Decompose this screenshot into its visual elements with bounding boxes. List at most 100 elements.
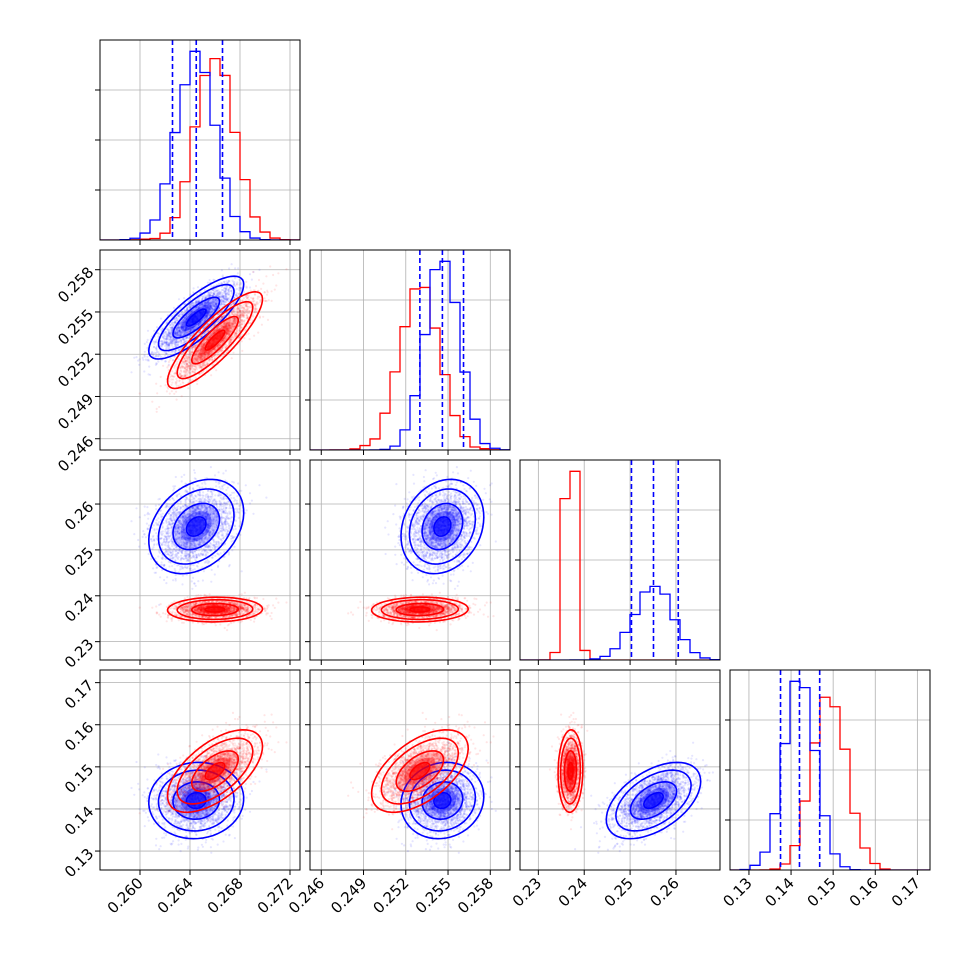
scatter-point (252, 297, 255, 300)
scatter-point (231, 279, 234, 282)
scatter-point (159, 375, 162, 378)
scatter-point (169, 335, 172, 338)
scatter-point (143, 342, 146, 345)
scatter-point (183, 371, 186, 374)
scatter-point (177, 348, 180, 351)
scatter-point (198, 321, 201, 324)
scatter-point (224, 293, 227, 296)
scatter-point (175, 327, 178, 330)
scatter-point (248, 338, 251, 341)
scatter-point (191, 326, 194, 329)
scatter-point (222, 280, 226, 283)
scatter-point (223, 301, 226, 304)
scatter-point (285, 268, 288, 271)
scatter-point (214, 303, 218, 306)
scatter-point (176, 326, 179, 329)
scatter-point (178, 313, 181, 316)
scatter-point (244, 308, 247, 312)
scatter-point (154, 363, 157, 366)
scatter-point (166, 336, 169, 339)
scatter-point (158, 353, 161, 356)
scatter-point (186, 368, 189, 371)
scatter-point (175, 333, 178, 337)
scatter-point (216, 354, 219, 357)
scatter-point (174, 320, 177, 324)
scatter-point (206, 299, 209, 303)
scatter-point (191, 363, 194, 367)
scatter-point (175, 332, 179, 335)
scatter-point (203, 303, 206, 306)
scatter-point (189, 329, 192, 332)
scatter-point (182, 325, 185, 328)
scatter-point (207, 302, 210, 305)
scatter-point (169, 340, 172, 343)
scatter-point (190, 326, 194, 330)
scatter-point (170, 344, 173, 347)
scatter-point (223, 280, 226, 283)
scatter-point (165, 390, 168, 393)
scatter-point (177, 334, 181, 337)
scatter-point (197, 307, 200, 310)
scatter-point (206, 313, 209, 316)
scatter-point (201, 304, 204, 307)
scatter-point (180, 326, 184, 329)
scatter-point (235, 282, 238, 286)
scatter-point (161, 336, 164, 339)
scatter-point (179, 333, 182, 336)
scatter-point (228, 280, 231, 283)
scatter-point (202, 326, 205, 329)
scatter-point (225, 285, 228, 288)
scatter-point (182, 321, 185, 324)
scatter-point (213, 303, 217, 307)
scatter-point (177, 315, 180, 318)
scatter-point (208, 301, 211, 304)
scatter-point (191, 302, 194, 305)
scatter-point (161, 341, 164, 344)
scatter-point (232, 351, 235, 354)
scatter-point (184, 327, 188, 330)
scatter-point (179, 332, 182, 335)
scatter-point (188, 307, 191, 310)
scatter-point (239, 287, 242, 290)
scatter-point (191, 333, 194, 336)
scatter-point (155, 339, 158, 342)
scatter-point (169, 338, 172, 341)
scatter-point (160, 339, 164, 343)
scatter-point (169, 327, 172, 330)
scatter-point (190, 312, 194, 315)
scatter-point (197, 307, 200, 310)
scatter-point (190, 325, 194, 328)
scatter-point (170, 342, 173, 345)
scatter-point (167, 334, 170, 337)
scatter-point (192, 311, 195, 314)
scatter-point (153, 340, 156, 343)
scatter-point (174, 349, 178, 352)
scatter-point (167, 343, 170, 346)
scatter-point (210, 300, 213, 303)
scatter-point (203, 319, 206, 322)
scatter-point (206, 305, 209, 308)
scatter-point (175, 398, 178, 401)
scatter-point (146, 359, 149, 362)
scatter-point (174, 319, 177, 322)
scatter-point (209, 302, 212, 305)
scatter-point (177, 340, 180, 343)
scatter-point (189, 312, 193, 315)
scatter-point (240, 333, 243, 336)
scatter-point (164, 384, 167, 387)
scatter-point (226, 288, 229, 291)
scatter-point (174, 343, 177, 346)
scatter-point (220, 285, 223, 288)
scatter-point (208, 313, 211, 316)
scatter-point (146, 329, 150, 332)
scatter-point (183, 325, 186, 328)
scatter-point (162, 337, 166, 340)
scatter-point (181, 325, 184, 328)
scatter-point (213, 301, 216, 304)
scatter-point (164, 344, 167, 348)
scatter-point (176, 341, 179, 344)
scatter-point (169, 331, 172, 334)
scatter-point (226, 298, 229, 301)
scatter-point (161, 328, 164, 331)
scatter-point (266, 289, 269, 292)
